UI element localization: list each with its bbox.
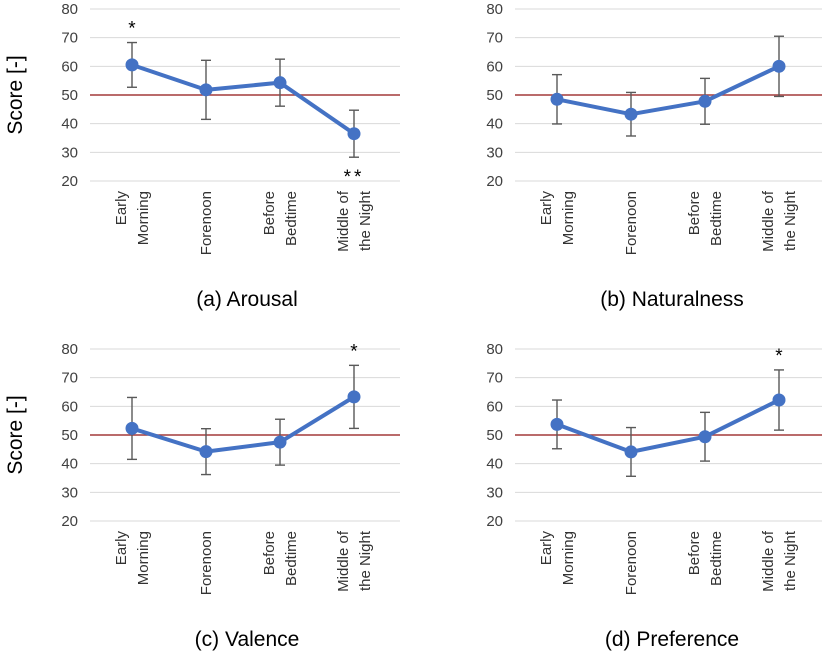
data-point [772,393,786,407]
y-tick-label: 70 [486,30,503,47]
y-tick-label: 80 [486,1,503,18]
panel-caption: (c) Valence [195,628,300,651]
y-tick-label: 80 [486,341,503,358]
panel-caption: (a) Arousal [196,288,298,311]
y-tick-label: 70 [486,370,503,387]
category-label: Before Bedtime [686,191,725,246]
data-point [772,59,786,73]
y-tick-label: 60 [61,58,78,75]
y-tick-label: 40 [61,116,78,133]
category-label: Forenoon [623,191,640,255]
y-tick-label: 30 [61,144,78,161]
data-point [698,94,712,108]
y-tick-label: 70 [61,30,78,47]
y-tick-label: 40 [486,456,503,473]
data-point [698,430,712,444]
series-line [555,398,781,454]
data-point [125,58,139,72]
y-tick-label: 50 [486,427,503,444]
category-label: Early Morning [538,531,577,586]
y-axis-label: Score [-] [4,55,27,134]
y-tick-label: 20 [486,173,503,190]
series-line [130,62,356,136]
category-label: Before Bedtime [261,191,300,246]
data-point [273,76,287,90]
panel-caption: (b) Naturalness [600,288,744,311]
series-line [130,394,356,454]
category-label: Middle of the Night [760,530,799,592]
y-tick-label: 80 [61,1,78,18]
data-point [550,417,564,431]
y-tick-label: 50 [486,87,503,104]
y-tick-label: 30 [486,144,503,161]
data-point [199,83,213,97]
category-label: Forenoon [198,531,215,595]
y-tick-label: 40 [486,116,503,133]
panel-caption: (d) Preference [605,628,739,651]
category-label: Middle of the Night [335,190,374,252]
y-tick-label: 50 [61,427,78,444]
y-axis-label: Score [-] [4,395,27,474]
y-tick-label: 70 [61,370,78,387]
category-label: Early Morning [113,531,152,586]
y-tick-label: 50 [61,87,78,104]
significance-marker: ** [344,167,365,188]
category-label: Before Bedtime [686,531,725,586]
category-label: Early Morning [538,191,577,246]
y-tick-label: 60 [486,58,503,75]
y-tick-label: 20 [61,513,78,530]
category-label: Early Morning [113,191,152,246]
y-tick-label: 80 [61,341,78,358]
data-point [199,445,213,459]
series-line [555,64,781,117]
significance-marker: * [775,346,783,367]
category-label: Forenoon [198,191,215,255]
y-tick-label: 20 [486,513,503,530]
y-tick-label: 30 [61,484,78,501]
data-point [125,421,139,435]
data-point [550,92,564,106]
y-tick-label: 20 [61,173,78,190]
category-label: Before Bedtime [261,531,300,586]
data-point [273,435,287,449]
significance-marker: * [350,341,358,362]
data-point [624,445,638,459]
category-label: Middle of the Night [760,190,799,252]
data-point [347,127,361,141]
y-tick-label: 40 [61,456,78,473]
y-tick-label: 60 [61,398,78,415]
y-tick-label: 30 [486,484,503,501]
data-point [624,107,638,121]
data-point [347,390,361,404]
category-label: Middle of the Night [335,530,374,592]
category-label: Forenoon [623,531,640,595]
significance-marker: * [128,19,136,40]
y-tick-label: 60 [486,398,503,415]
